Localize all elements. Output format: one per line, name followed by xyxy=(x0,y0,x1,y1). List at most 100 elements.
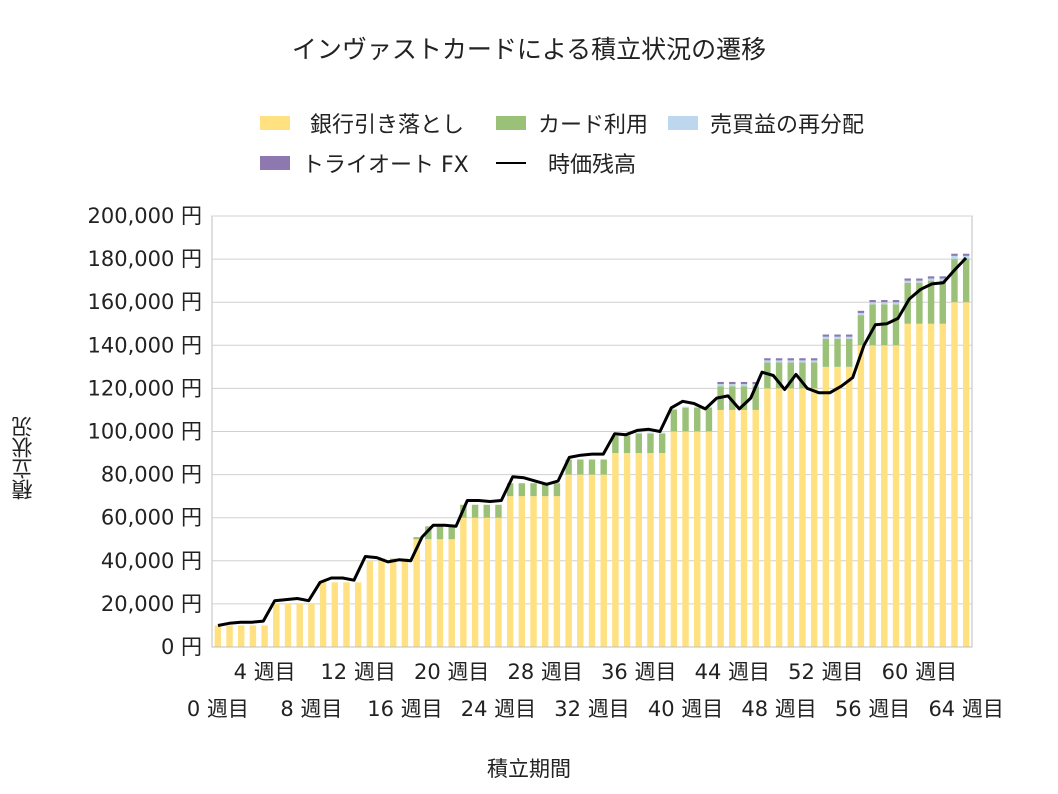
legend-bank-debit: 銀行引き落とし xyxy=(260,107,464,139)
legend-line-market-value xyxy=(496,162,526,164)
bar-segment-s3 xyxy=(834,334,841,337)
bar-segment-s1 xyxy=(530,483,537,497)
y-tick-label: 80,000 円 xyxy=(101,463,202,487)
y-tick-label: 160,000 円 xyxy=(87,290,202,314)
bar-segment-s1 xyxy=(705,407,713,432)
x-tick-label: 32 週目 xyxy=(554,697,629,721)
bar-segment-s0 xyxy=(951,302,958,647)
bar-segment-s0 xyxy=(904,323,911,647)
x-tick-label: 64 週目 xyxy=(928,697,1003,721)
x-tick-label: 56 週目 xyxy=(835,697,910,721)
bar-segment-s0 xyxy=(553,496,561,647)
bar-segment-s1 xyxy=(635,433,642,454)
bar-segment-s0 xyxy=(495,517,502,647)
bar-segment-s0 xyxy=(378,560,385,647)
bar-segment-s2 xyxy=(939,278,946,281)
bar-segment-s1 xyxy=(834,338,841,367)
bar-segment-s1 xyxy=(939,280,946,324)
bar-segment-s1 xyxy=(787,362,794,389)
bar-segment-s1 xyxy=(495,504,502,518)
bar-segment-s1 xyxy=(682,407,689,432)
legend-triauto-fx: トライオート FX xyxy=(260,147,469,179)
bar-segment-s1 xyxy=(658,433,666,454)
bar-segment-s3 xyxy=(810,358,818,361)
bar-segment-s1 xyxy=(916,282,923,324)
bar-segment-s1 xyxy=(962,259,970,303)
legend-label-bank-debit: 銀行引き落とし xyxy=(310,113,465,138)
y-tick-label: 60,000 円 xyxy=(101,506,202,530)
bar-segment-s0 xyxy=(822,366,830,647)
y-tick-label: 0 円 xyxy=(161,635,202,659)
bar-segment-s2 xyxy=(787,360,794,363)
bar-segment-s0 xyxy=(740,409,748,647)
market-value-line xyxy=(217,256,968,627)
bar-segment-s0 xyxy=(799,388,806,647)
bar-segment-s0 xyxy=(939,323,946,647)
y-tick-label: 180,000 円 xyxy=(87,247,202,271)
bar-segment-s2 xyxy=(916,280,923,283)
y-tick-label: 100,000 円 xyxy=(87,420,202,444)
x-tick-label: 12 週目 xyxy=(320,660,395,684)
bar-segment-s0 xyxy=(927,323,935,647)
bar-segment-s2 xyxy=(658,432,666,434)
bar-segment-s0 xyxy=(366,560,374,647)
legend-label-market-value: 時価残高 xyxy=(548,153,637,178)
bar-segment-s2 xyxy=(881,302,888,305)
legend-label-profit: 売買益の再分配 xyxy=(710,113,865,138)
bar-segment-s0 xyxy=(577,474,584,647)
y-tick-label: 120,000 円 xyxy=(87,376,202,400)
bar-segment-s0 xyxy=(881,345,888,647)
bar-segment-s2 xyxy=(962,255,970,260)
x-tick-label: 40 週目 xyxy=(648,697,723,721)
bar-segment-s0 xyxy=(962,302,970,647)
bar-segment-s3 xyxy=(916,278,923,281)
bar-segment-s0 xyxy=(471,517,479,647)
bar-segment-s1 xyxy=(612,435,619,454)
bar-segment-s2 xyxy=(834,336,841,339)
bar-segment-s0 xyxy=(506,496,514,647)
bar-segment-s0 xyxy=(670,431,678,647)
chart-title: インヴァストカードによる積立状況の遷移 xyxy=(291,35,767,64)
bar-segment-s3 xyxy=(869,300,876,303)
bar-segment-s0 xyxy=(436,539,444,647)
x-tick-label: 16 週目 xyxy=(367,697,442,721)
bar-segment-s0 xyxy=(892,345,900,647)
bar-segment-s1 xyxy=(553,483,561,497)
bar-segment-s1 xyxy=(694,407,701,432)
bar-segment-s0 xyxy=(448,539,455,647)
bar-segment-s0 xyxy=(308,603,315,647)
bar-segment-s3 xyxy=(857,310,865,313)
bar-segment-s0 xyxy=(238,625,245,647)
bar-segment-s1 xyxy=(448,526,455,540)
bar-segment-s1 xyxy=(764,362,771,389)
bar-segment-s1 xyxy=(413,537,420,540)
bar-segment-s3 xyxy=(822,334,830,337)
bar-segment-s2 xyxy=(810,360,818,363)
bar-segment-s2 xyxy=(670,408,678,410)
bar-segment-s1 xyxy=(846,338,853,367)
x-tick-label: 44 週目 xyxy=(695,660,770,684)
bar-segment-s1 xyxy=(670,409,678,432)
bar-segment-s0 xyxy=(775,388,783,647)
bar-segment-s0 xyxy=(273,603,280,647)
bar-segment-s0 xyxy=(764,388,771,647)
bar-segment-s1 xyxy=(740,386,748,410)
bar-segment-s1 xyxy=(518,483,526,497)
bar-segment-s0 xyxy=(846,366,853,647)
bar-segment-s2 xyxy=(682,406,689,408)
bar-segment-s3 xyxy=(717,381,724,385)
bar-segment-s0 xyxy=(705,431,713,647)
bar-segment-s0 xyxy=(331,582,338,647)
bar-segment-s1 xyxy=(729,386,736,410)
bar-segment-s0 xyxy=(729,409,736,647)
bar-segment-s0 xyxy=(647,453,654,647)
x-tick-label: 48 週目 xyxy=(741,697,816,721)
bar-segment-s3 xyxy=(881,300,888,303)
legend-swatch-triauto xyxy=(260,156,290,170)
bar-segment-s0 xyxy=(694,431,701,647)
bar-segment-s1 xyxy=(425,526,432,540)
bar-segment-s0 xyxy=(542,496,549,647)
x-tick-label: 0 週目 xyxy=(187,697,249,721)
bar-segment-s1 xyxy=(565,459,572,475)
legend-market-value: 時価残高 xyxy=(496,147,636,179)
